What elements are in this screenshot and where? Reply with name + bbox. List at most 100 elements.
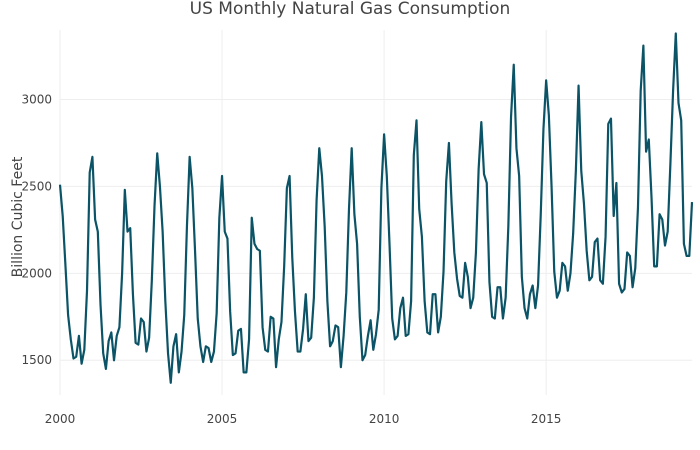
data-point [80,362,84,366]
data-point [293,310,297,314]
data-point [444,179,448,183]
data-point [355,242,359,246]
data-point [209,360,213,364]
data-point [117,325,121,329]
data-point [371,348,375,352]
data-point [593,240,597,244]
data-point [266,350,270,354]
data-point [417,207,421,211]
data-point [271,317,275,321]
data-point [620,290,624,294]
data-point [274,365,278,369]
data-point [523,306,527,310]
data-point [77,334,81,338]
data-point [142,320,146,324]
data-point [196,317,200,321]
data-point [385,174,389,178]
data-point [533,306,537,310]
data-point [225,237,229,241]
x-axis: 2000 2005 2010 2015 [45,412,562,426]
data-point [58,183,62,187]
data-point [668,162,672,166]
data-point [74,355,78,359]
data-point [585,249,589,253]
data-point [463,261,467,265]
data-point [649,195,653,199]
data-point [617,282,621,286]
data-point [228,310,232,314]
data-point [96,230,100,234]
data-point [336,325,340,329]
data-point [63,263,67,267]
data-point [388,242,392,246]
data-point [109,330,113,334]
y-tick-label: 1500 [21,353,52,367]
data-point [153,204,157,208]
data-point [328,344,332,348]
data-point [539,212,543,216]
data-point [261,325,265,329]
data-point [290,256,294,260]
data-point [428,332,432,336]
data-point [577,84,581,88]
data-point [126,230,130,234]
data-point [279,320,283,324]
data-point [182,313,186,317]
data-point [442,270,446,274]
data-point [131,292,135,296]
data-point [501,317,505,321]
data-point [520,275,524,279]
data-point [550,184,554,188]
data-point [120,271,124,275]
data-point [469,306,473,310]
data-point [201,360,205,364]
data-point [258,249,262,253]
data-point [574,169,578,173]
data-point [352,212,356,216]
data-point [169,381,173,385]
data-point [85,289,89,293]
data-point [158,184,162,188]
data-point [498,285,502,289]
data-point [655,264,659,268]
data-point [504,296,508,300]
data-point [674,31,678,35]
data-point [315,198,319,202]
data-point [625,250,629,254]
data-point [363,353,367,357]
data-point [558,289,562,293]
data-point [560,261,564,265]
data-point [136,343,140,347]
data-point [604,235,608,239]
data-point [150,278,154,282]
data-point [531,284,535,288]
data-point [174,332,178,336]
data-point [325,299,329,303]
data-point [188,155,192,159]
data-point [493,317,497,321]
data-point [509,115,513,119]
data-point [420,235,424,239]
data-point [309,336,313,340]
data-point [342,334,346,338]
data-point [379,186,383,190]
data-point [128,226,132,230]
data-point [93,217,97,221]
data-point [474,250,478,254]
data-point [436,330,440,334]
data-point [66,313,70,317]
data-point [641,44,645,48]
data-point [285,186,289,190]
data-point [223,230,227,234]
chart-title: US Monthly Natural Gas Consumption [190,0,511,19]
data-point [144,350,148,354]
data-point [190,186,194,190]
y-tick-label: 2500 [21,179,52,193]
data-point [250,216,254,220]
data-point [398,306,402,310]
data-point [566,289,570,293]
data-point [579,169,583,173]
data-point [247,337,251,341]
data-point [677,101,681,105]
y-tick-label: 3000 [21,93,52,107]
